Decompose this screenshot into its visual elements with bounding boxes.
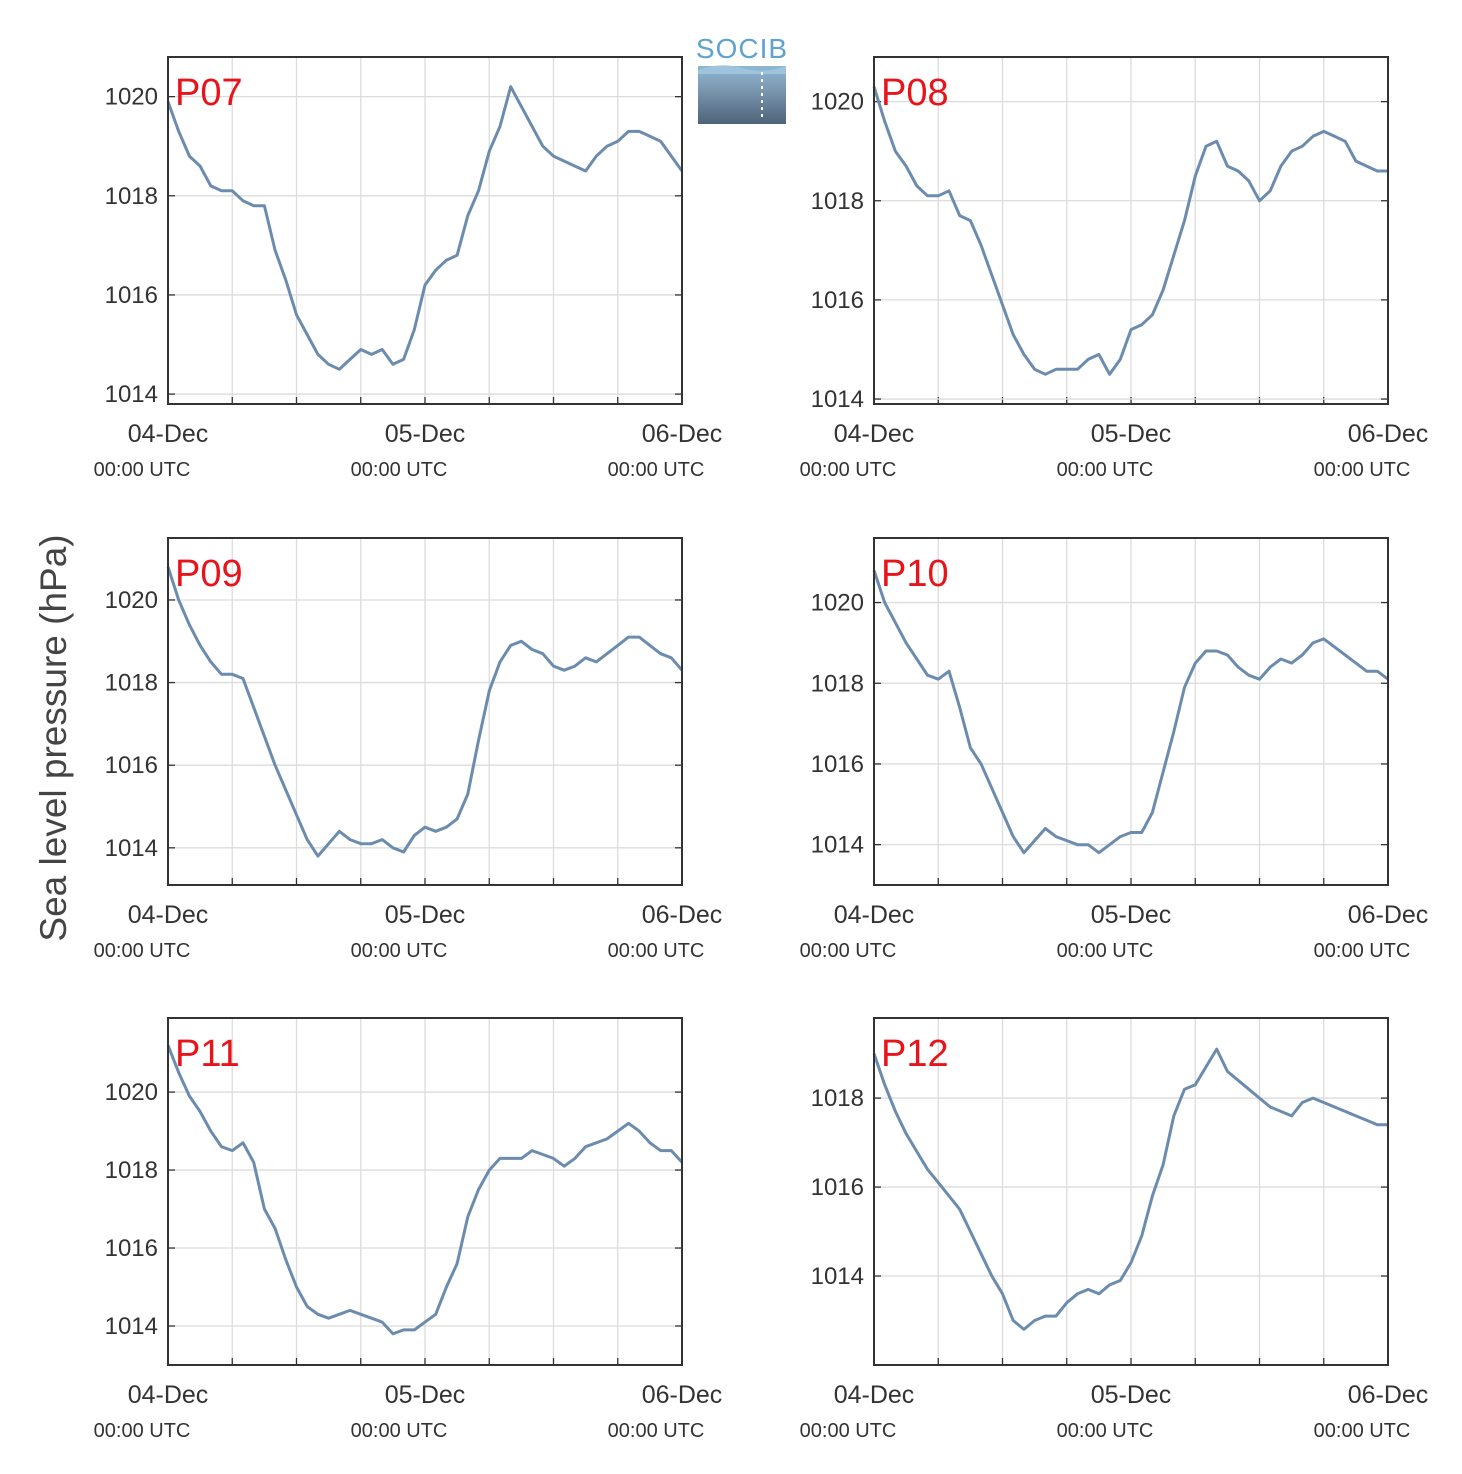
x-tick-sublabel: 00:00 UTC bbox=[1314, 940, 1411, 962]
panel-p09: 1014 1016 1018 1020 04-Dec 00:00 UTC 05-Dec 00:… bbox=[94, 537, 723, 962]
y-tick-label: 1016 bbox=[811, 287, 864, 314]
x-tick-label: 06-Dec bbox=[1348, 420, 1429, 448]
station-label-p11: P11 bbox=[175, 1033, 240, 1075]
y-tick-label: 1016 bbox=[105, 282, 158, 309]
x-tick-label: 04-Dec bbox=[834, 420, 915, 448]
x-tick-label: 04-Dec bbox=[128, 420, 209, 448]
x-tick-label: 05-Dec bbox=[385, 901, 466, 929]
x-tick-label: 05-Dec bbox=[1091, 1381, 1172, 1409]
y-tick-label: 1020 bbox=[105, 84, 158, 111]
panels: 1014 1016 1018 1020 04-Dec 00:00 UTC 05-Dec 00:… bbox=[94, 56, 1429, 1442]
plot-frame bbox=[167, 56, 683, 405]
pressure-line-p09 bbox=[166, 566, 684, 858]
plot-frame bbox=[167, 1017, 683, 1366]
plot-frame bbox=[873, 1017, 1389, 1366]
x-tick-sublabel: 00:00 UTC bbox=[94, 940, 191, 962]
y-tick-label: 1014 bbox=[105, 1313, 158, 1340]
x-tick-sublabel: 00:00 UTC bbox=[351, 459, 448, 481]
logo-text: SOCIB bbox=[696, 33, 788, 64]
x-tick-label: 06-Dec bbox=[642, 420, 723, 448]
y-tick-label: 1016 bbox=[811, 751, 864, 778]
panel-p07: 1014 1016 1018 1020 04-Dec 00:00 UTC 05-Dec 00:… bbox=[94, 56, 723, 481]
x-tick-sublabel: 00:00 UTC bbox=[608, 940, 705, 962]
x-tick-label: 06-Dec bbox=[642, 901, 723, 929]
panel-p11: 1014 1016 1018 1020 04-Dec 00:00 UTC 05-Dec 00:… bbox=[94, 1017, 723, 1442]
pressure-line-p07 bbox=[166, 85, 684, 371]
y-tick-label: 1016 bbox=[811, 1174, 864, 1201]
station-label-p08: P08 bbox=[881, 72, 949, 114]
pressure-line-p11 bbox=[166, 1044, 684, 1336]
panel-p10: 1014 1016 1018 1020 04-Dec 00:00 UTC 05-Dec 00:… bbox=[800, 537, 1429, 962]
station-label-p10: P10 bbox=[881, 553, 949, 595]
x-tick-label: 06-Dec bbox=[1348, 901, 1429, 929]
y-tick-label: 1018 bbox=[105, 670, 158, 697]
socib-logo: SOCIB bbox=[696, 33, 788, 124]
y-tick-label: 1020 bbox=[105, 587, 158, 614]
x-tick-label: 04-Dec bbox=[128, 901, 209, 929]
x-tick-label: 06-Dec bbox=[642, 1381, 723, 1409]
pressure-line-p10 bbox=[872, 569, 1389, 855]
plot-frame bbox=[873, 537, 1389, 886]
y-tick-label: 1020 bbox=[811, 590, 864, 617]
y-axis-title: Sea level pressure (hPa) bbox=[33, 534, 74, 941]
x-tick-sublabel: 00:00 UTC bbox=[1057, 940, 1154, 962]
x-tick-sublabel: 00:00 UTC bbox=[351, 1420, 448, 1442]
station-label-p12: P12 bbox=[881, 1033, 949, 1075]
y-tick-label: 1020 bbox=[811, 89, 864, 116]
plot-frame bbox=[167, 537, 683, 886]
x-tick-sublabel: 00:00 UTC bbox=[608, 1420, 705, 1442]
x-tick-label: 05-Dec bbox=[1091, 420, 1172, 448]
y-tick-label: 1014 bbox=[105, 835, 158, 862]
y-tick-label: 1014 bbox=[811, 1263, 864, 1290]
x-tick-label: 04-Dec bbox=[128, 1381, 209, 1409]
x-tick-sublabel: 00:00 UTC bbox=[1057, 1420, 1154, 1442]
x-tick-label: 05-Dec bbox=[385, 1381, 466, 1409]
y-tick-label: 1018 bbox=[105, 183, 158, 210]
x-tick-sublabel: 00:00 UTC bbox=[94, 459, 191, 481]
x-tick-sublabel: 00:00 UTC bbox=[94, 1420, 191, 1442]
pressure-line-p08 bbox=[872, 86, 1388, 376]
y-tick-label: 1016 bbox=[105, 1235, 158, 1262]
panel-p12: 1014 1016 1018 04-Dec 00:00 UTC 05-Dec 00:00 U… bbox=[800, 1017, 1429, 1442]
panel-p08: 1014 1016 1018 1020 04-Dec 00:00 UTC 05-Dec 00:… bbox=[800, 56, 1429, 481]
x-tick-sublabel: 00:00 UTC bbox=[351, 940, 448, 962]
x-tick-label: 05-Dec bbox=[385, 420, 466, 448]
y-tick-label: 1018 bbox=[105, 1157, 158, 1184]
x-tick-label: 04-Dec bbox=[834, 1381, 915, 1409]
y-tick-label: 1016 bbox=[105, 752, 158, 779]
x-tick-sublabel: 00:00 UTC bbox=[800, 940, 897, 962]
x-tick-label: 04-Dec bbox=[834, 901, 915, 929]
plot-frame bbox=[873, 56, 1389, 405]
station-label-p07: P07 bbox=[175, 72, 243, 114]
x-tick-sublabel: 00:00 UTC bbox=[1057, 459, 1154, 481]
y-tick-label: 1014 bbox=[811, 832, 864, 859]
x-tick-label: 06-Dec bbox=[1348, 1381, 1429, 1409]
y-tick-label: 1018 bbox=[811, 188, 864, 215]
pressure-line-p12 bbox=[872, 1047, 1388, 1331]
y-tick-label: 1018 bbox=[811, 1085, 864, 1112]
x-tick-sublabel: 00:00 UTC bbox=[1314, 459, 1411, 481]
x-tick-sublabel: 00:00 UTC bbox=[800, 1420, 897, 1442]
y-tick-label: 1020 bbox=[105, 1079, 158, 1106]
y-tick-label: 1014 bbox=[811, 386, 864, 413]
y-tick-label: 1018 bbox=[811, 670, 864, 697]
x-tick-sublabel: 00:00 UTC bbox=[800, 459, 897, 481]
x-tick-label: 05-Dec bbox=[1091, 901, 1172, 929]
x-tick-sublabel: 00:00 UTC bbox=[608, 459, 705, 481]
x-tick-sublabel: 00:00 UTC bbox=[1314, 1420, 1411, 1442]
station-label-p09: P09 bbox=[175, 553, 243, 595]
y-tick-label: 1014 bbox=[105, 381, 158, 408]
